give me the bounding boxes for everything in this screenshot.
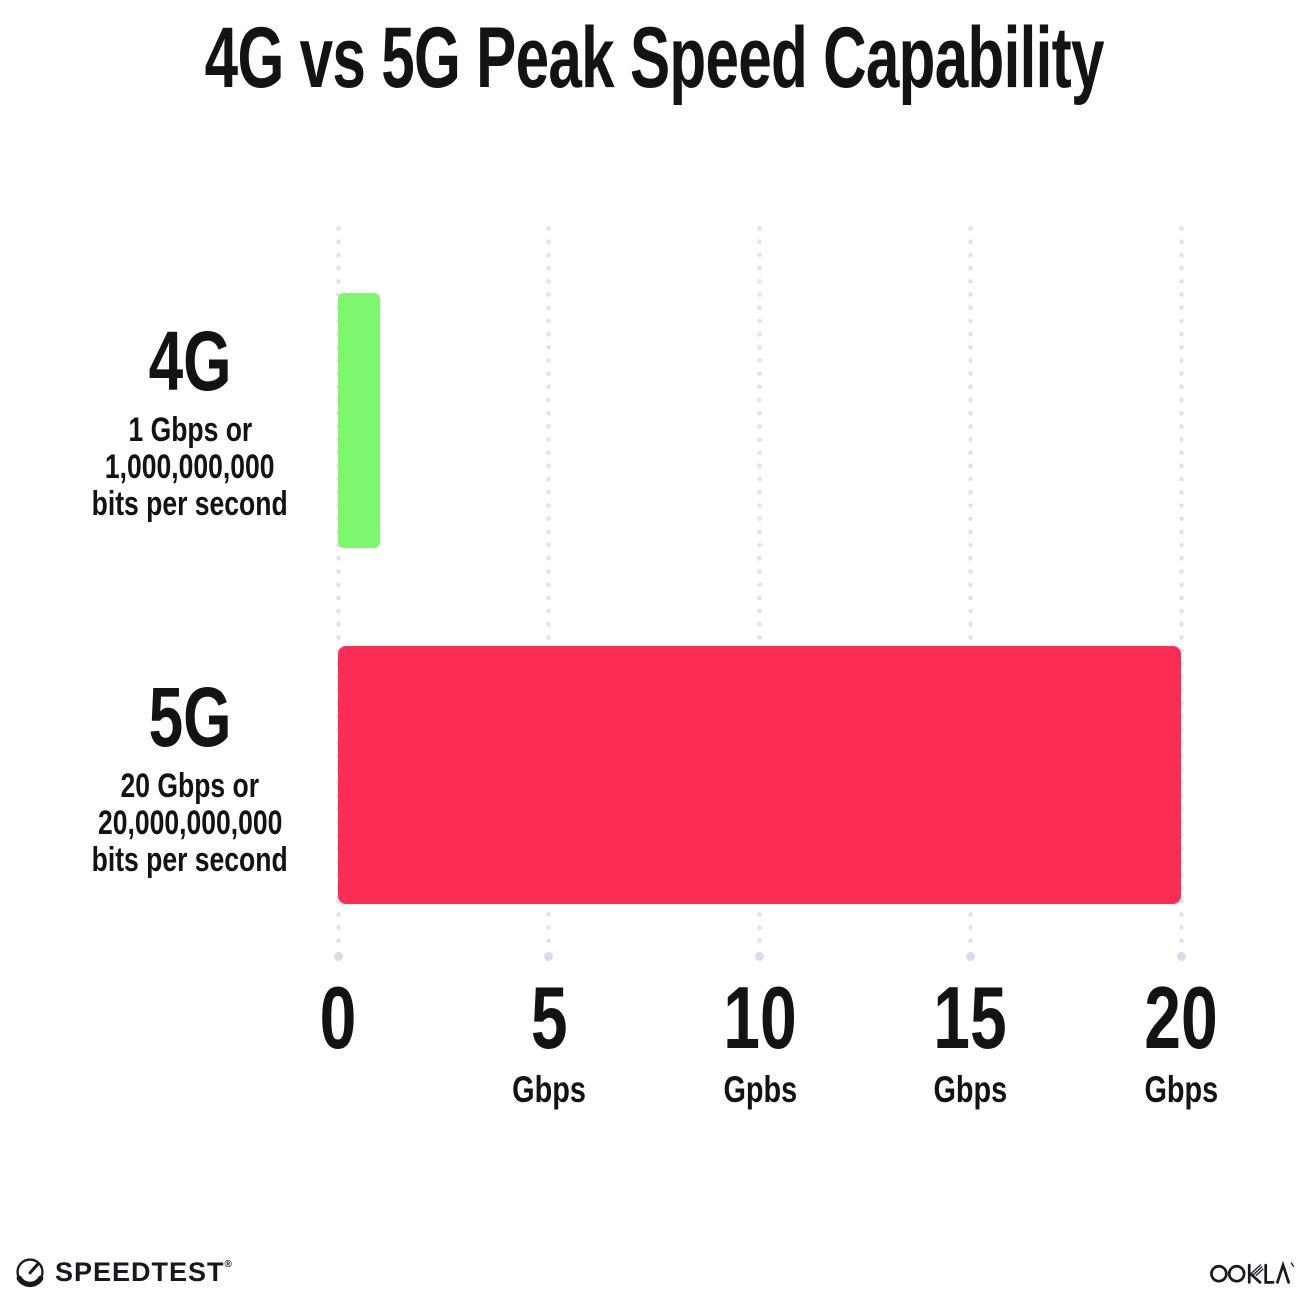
row-sub-5g-line3: bits per second [92, 841, 288, 879]
x-tick-15: 15 Gbps [921, 968, 1019, 1110]
row-name-4g: 4G [148, 314, 232, 408]
speedtest-wordmark: SPEEDTEST® [55, 1256, 232, 1287]
gridline [546, 222, 552, 949]
row-sub-5g-line1: 20 Gbps or [120, 767, 260, 805]
x-tick-0: 0 [314, 974, 363, 1109]
gridline [757, 222, 762, 949]
x-tick-15-number: 15 [933, 968, 1007, 1067]
bar-5g [338, 646, 1181, 904]
x-tick-20-number: 20 [1144, 968, 1218, 1067]
chart-title: 4G vs 5G Peak Speed Capability [0, 12, 1308, 104]
gridline-end-dot [1176, 951, 1186, 961]
x-tick-20-unit: Gbps [1144, 1069, 1218, 1110]
row-sub-5g-line2: 20,000,000,000 [97, 804, 283, 842]
ookla-logo [1210, 1259, 1298, 1290]
row-sub-4g-line1: 1 Gbps or [128, 411, 252, 449]
ookla-wordmark-icon [1210, 1260, 1295, 1284]
gridline-end-dot [755, 951, 764, 961]
chart-title-text: 4G vs 5G Peak Speed Capability [204, 10, 1104, 106]
speedtest-gauge-icon [16, 1258, 44, 1287]
gridline-end-dot [544, 951, 554, 961]
x-tick-20: 20 Gbps [1132, 968, 1230, 1110]
gridline [967, 222, 973, 949]
gridline [1178, 222, 1184, 949]
gridline [335, 222, 341, 949]
row-label-4g: 4G 1 Gbps or 1,000,000,000 bits per seco… [30, 314, 350, 523]
gridline-end-dot [333, 951, 343, 961]
row-sub-4g-line2: 1,000,000,000 [105, 448, 275, 486]
speedtest-logo: SPEEDTEST® [14, 1256, 232, 1288]
x-tick-10: 10 Gpbs [711, 968, 809, 1110]
x-tick-10-unit: Gpbs [723, 1069, 797, 1110]
x-tick-10-number: 10 [723, 968, 797, 1067]
x-tick-5: 5 Gbps [502, 968, 597, 1110]
x-tick-5-unit: Gbps [512, 1069, 586, 1110]
gridline-end-dot [965, 951, 975, 961]
row-label-5g: 5G 20 Gbps or 20,000,000,000 bits per se… [30, 670, 350, 879]
x-tick-5-number: 5 [530, 968, 568, 1067]
speedtest-trademark: ® [224, 1258, 232, 1270]
x-tick-0-number: 0 [319, 968, 357, 1067]
row-name-5g: 5G [148, 670, 232, 764]
x-tick-15-unit: Gbps [933, 1069, 1007, 1110]
row-sub-4g-line3: bits per second [92, 485, 288, 523]
x-tick-0-unit [314, 1070, 363, 1109]
bar-4g [338, 293, 380, 548]
